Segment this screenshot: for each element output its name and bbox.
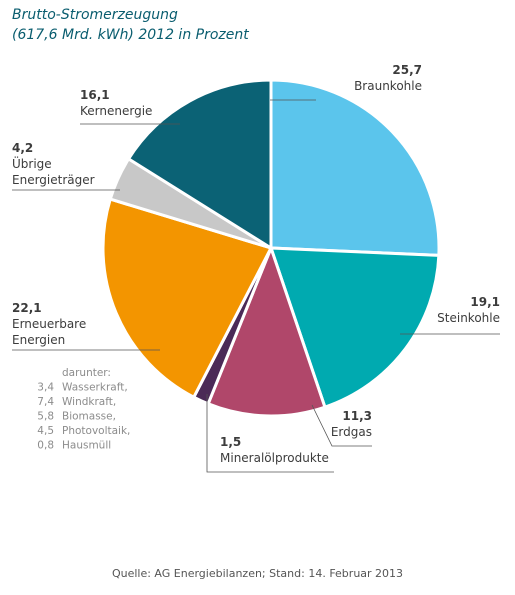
chart-subtitle: (617,6 Mrd. kWh) 2012 in Prozent (12, 27, 249, 43)
slice-name-label: Braunkohle (354, 79, 422, 93)
slice-value-label: 4,2 (12, 141, 33, 155)
label-leader-lines (12, 99, 500, 473)
slice-name-label: Kernenergie (80, 104, 152, 118)
leader-line (311, 404, 372, 447)
pie-slice-erdgas (206, 246, 327, 418)
source-note: Quelle: AG Energiebilanzen; Stand: 14. F… (111, 567, 404, 580)
breakdown-label: Windkraft, (62, 396, 116, 408)
breakdown-value: 7,4 (37, 396, 54, 408)
breakdown-label: Wasserkraft, (62, 382, 128, 394)
breakdown-value: 3,4 (37, 382, 54, 394)
breakdown-label: Photovoltaik, (62, 425, 130, 437)
slice-name-label: Energieträger (12, 173, 95, 187)
breakdown-heading: darunter: (62, 367, 111, 379)
slice-value-label: 22,1 (12, 301, 42, 315)
slice-name-label: Erneuerbare (12, 317, 86, 331)
pie-slice-erneuerbare (101, 197, 273, 399)
pie-slices (101, 78, 441, 418)
slice-name-label: Übrige (12, 155, 52, 171)
slice-value-label: 1,5 (220, 435, 241, 449)
slice-value-label: 25,7 (392, 63, 422, 77)
pie-slice-kernenergie (127, 78, 273, 250)
chart-title: Brutto-Stromerzeugung (12, 7, 178, 23)
slice-name-label: Erdgas (331, 425, 372, 439)
pie-slice-braunkohle (269, 78, 441, 257)
breakdown-label: Biomasse, (62, 411, 116, 423)
slice-name-label: Steinkohle (437, 311, 500, 325)
renewables-breakdown: darunter: 3,4 Wasserkraft, 7,4 Windkraft, 5,8… (37, 367, 130, 452)
slice-name-label: Energien (12, 333, 65, 347)
breakdown-value: 5,8 (37, 411, 54, 423)
breakdown-value: 4,5 (37, 425, 54, 437)
slice-name-label: Mineralölprodukte (220, 451, 329, 465)
slice-value-label: 11,3 (342, 409, 372, 423)
slice-value-label: 19,1 (470, 295, 500, 309)
slice-labels: 25,7 Braunkohle 19,1 Steinkohle 11,3 Erdgas 1,… (12, 63, 500, 465)
leader-line (206, 394, 334, 473)
breakdown-label: Hausmüll (62, 440, 111, 452)
slice-value-label: 16,1 (80, 88, 110, 102)
breakdown-value: 0,8 (37, 440, 54, 452)
